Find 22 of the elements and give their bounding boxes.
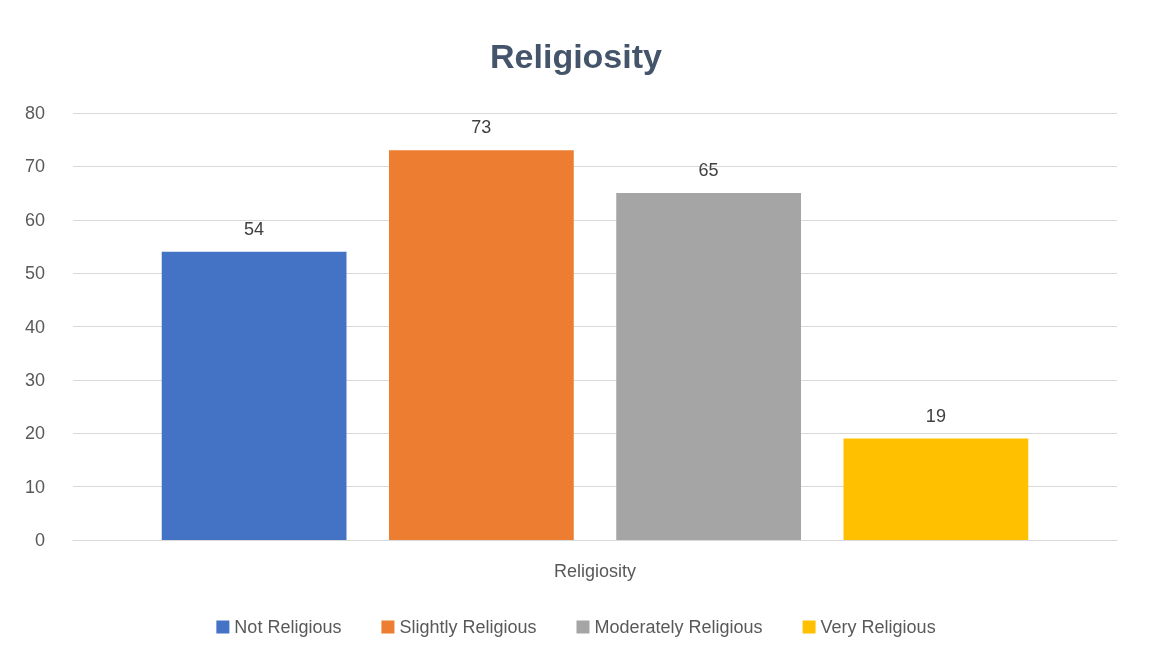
y-tick-label: 0 <box>34 530 45 550</box>
bar <box>161 251 347 540</box>
y-tick-label: 10 <box>24 476 45 497</box>
y-tick-label: 40 <box>24 316 45 337</box>
y-tick-label: 30 <box>24 369 45 390</box>
bar <box>616 193 802 540</box>
bar <box>388 150 574 540</box>
legend-label: Very Religious <box>820 617 936 637</box>
legend-label: Moderately Religious <box>594 617 763 637</box>
y-tick-label: 20 <box>24 423 45 444</box>
legend-label: Slightly Religious <box>399 617 537 637</box>
data-label: 54 <box>244 218 265 239</box>
bar <box>843 438 1029 540</box>
data-label: 73 <box>471 117 492 138</box>
legend-label: Not Religious <box>234 617 342 637</box>
data-label: 65 <box>698 160 719 181</box>
y-tick-label: 50 <box>24 263 45 284</box>
y-tick-label: 60 <box>24 209 45 230</box>
y-tick-label: 80 <box>24 103 45 123</box>
data-label: 19 <box>925 405 946 426</box>
chart-title: Religiosity <box>490 37 663 75</box>
y-tick-label: 70 <box>24 156 45 177</box>
